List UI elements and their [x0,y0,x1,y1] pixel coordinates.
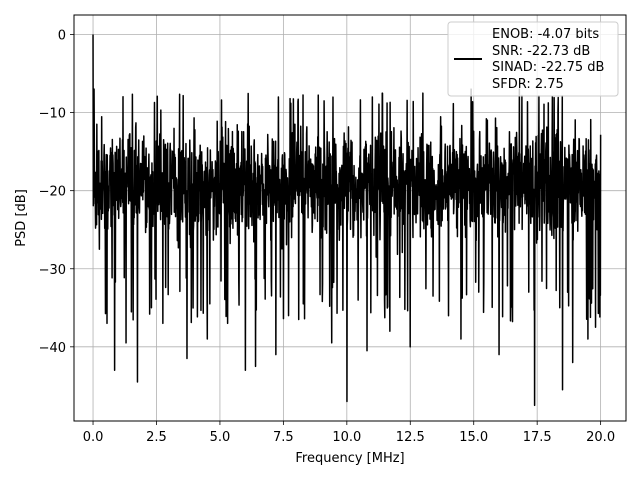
series-layer [92,34,602,407]
x-tick-label: 0.0 [83,430,104,445]
x-tick-label: 17.5 [523,430,552,445]
legend-sfdr: SFDR: 2.75 [492,77,564,92]
x-axis-ticks: 0.0 2.5 5.0 7.5 10.0 12.5 15.0 17.5 20.0 [83,421,615,445]
y-axis-ticks: 0 −10 −20 −30 −40 [39,29,74,356]
x-tick-label: 7.5 [273,430,294,445]
legend: ENOB: -4.07 bits SNR: -22.73 dB SINAD: -… [447,21,619,97]
x-tick-label: 5.0 [210,430,231,445]
plot-frame [73,14,627,422]
y-tick-label: −40 [39,341,66,356]
y-tick-label: 0 [58,29,66,44]
y-tick-label: −30 [39,263,66,278]
y-tick-label: −10 [39,107,66,122]
legend-snr: SNR: -22.73 dB [492,44,590,59]
x-axis-label: Frequency [MHz] [295,451,404,466]
x-tick-label: 10.0 [332,430,361,445]
x-tick-label: 12.5 [396,430,425,445]
x-tick-label: 2.5 [146,430,167,445]
legend-sinad: SINAD: -22.75 dB [492,60,604,75]
x-tick-label: 20.0 [586,430,615,445]
x-tick-label: 15.0 [459,430,488,445]
psd-series-line [92,34,602,407]
y-axis-label: PSD [dB] [14,189,29,247]
legend-box [447,21,619,97]
y-tick-label: −20 [39,185,66,200]
legend-enob: ENOB: -4.07 bits [492,27,599,42]
